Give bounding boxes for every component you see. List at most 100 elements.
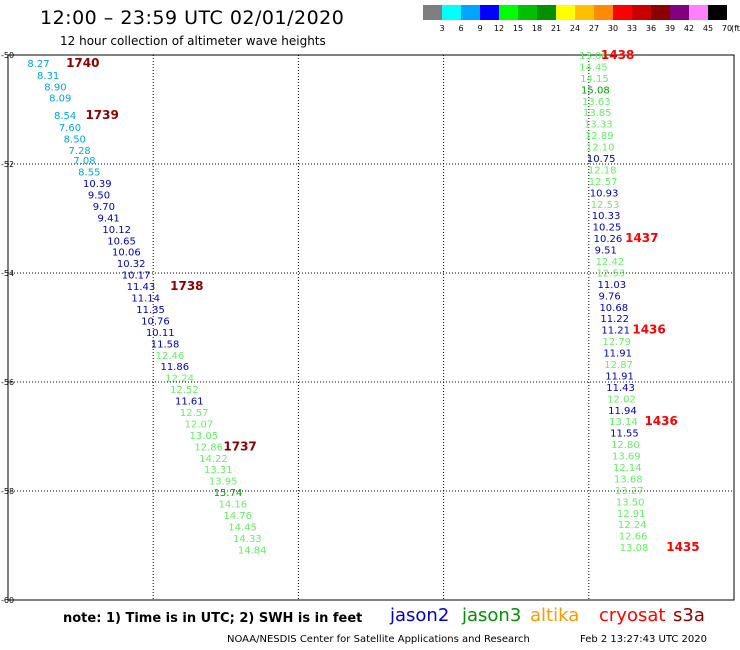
wave-height-value: 13.50 xyxy=(616,497,645,508)
color-scale-label: 3 xyxy=(439,24,445,33)
wave-height-value: 12.14 xyxy=(613,463,642,474)
wave-height-value: 9.50 xyxy=(88,191,110,202)
wave-height-value: 7.60 xyxy=(59,123,81,134)
wave-height-value: 10.26 xyxy=(594,234,623,245)
legend-altika: altika xyxy=(530,605,580,626)
wave-height-value: 12.24 xyxy=(165,374,194,385)
color-scale-swatch xyxy=(461,5,480,20)
pass-time-label: 1436 xyxy=(644,414,677,428)
color-scale-swatch xyxy=(575,5,594,20)
wave-height-value: 8.27 xyxy=(27,59,49,70)
wave-height-value: 13.69 xyxy=(612,452,641,463)
wave-height-value: 15.08 xyxy=(581,85,610,96)
wave-height-value: 11.91 xyxy=(605,371,634,382)
wave-height-value: 13.85 xyxy=(583,108,612,119)
wave-height-value: 10.93 xyxy=(590,188,619,199)
pass-time-label: 1738 xyxy=(170,279,203,293)
wave-height-value: 14.45 xyxy=(579,62,608,73)
wave-height-value: 7.28 xyxy=(69,146,91,157)
wave-height-value: 12.66 xyxy=(619,532,648,543)
y-tick-label: -56 xyxy=(1,378,14,387)
wave-height-value: 15.74 xyxy=(214,488,243,499)
wave-height-value: 12.91 xyxy=(617,509,646,520)
pass-time-label: 1436 xyxy=(632,323,665,337)
wave-height-value: 13.06 xyxy=(579,51,608,62)
wave-height-value: 14.22 xyxy=(199,454,228,465)
wave-height-value: 12.02 xyxy=(607,394,636,405)
wave-height-value: 13.14 xyxy=(609,417,638,428)
chart-subtitle: 12 hour collection of altimeter wave hei… xyxy=(60,34,326,48)
wave-height-value: 12.80 xyxy=(611,440,640,451)
color-scale-swatch xyxy=(670,5,689,20)
wave-height-value: 8.54 xyxy=(54,111,76,122)
wave-height-value: 9.70 xyxy=(93,202,115,213)
wave-height-value: 7.08 xyxy=(73,156,95,167)
credit-text: NOAA/NESDIS Center for Satellite Applica… xyxy=(227,634,530,645)
wave-height-value: 14.33 xyxy=(233,534,262,545)
y-tick-label: -54 xyxy=(1,269,14,278)
color-scale-swatch xyxy=(632,5,651,20)
color-scale-label: 24 xyxy=(569,24,581,33)
wave-height-value: 9.41 xyxy=(98,213,120,224)
color-scale-swatch xyxy=(651,5,670,20)
wave-height-value: 12.57 xyxy=(589,177,618,188)
color-scale-swatch xyxy=(594,5,613,20)
wave-height-value: 13.05 xyxy=(190,431,219,442)
wave-height-value: 10.25 xyxy=(593,223,622,234)
wave-height-value: 13.95 xyxy=(209,477,238,488)
footer-note: note: 1) Time is in UTC; 2) SWH is in fe… xyxy=(63,611,363,626)
wave-height-value: 13.33 xyxy=(584,120,613,131)
wave-height-value: 11.21 xyxy=(601,326,630,337)
wave-height-value: 13.27 xyxy=(615,486,644,497)
color-scale-swatch xyxy=(499,5,518,20)
wave-height-value: 8.31 xyxy=(37,71,59,82)
wave-height-value: 10.06 xyxy=(112,248,141,259)
color-scale-label: 6 xyxy=(458,24,464,33)
page-title: 12:00 – 23:59 UTC 02/01/2020 xyxy=(40,7,345,29)
wave-height-value: 10.68 xyxy=(599,303,628,314)
color-scale-label: 12 xyxy=(493,24,505,33)
legend-s3a: s3a xyxy=(673,605,705,626)
wave-height-value: 8.55 xyxy=(78,168,100,179)
pass-time-label: 1438 xyxy=(601,48,634,62)
y-tick-label: -52 xyxy=(1,160,14,169)
color-scale-swatch xyxy=(442,5,461,20)
wave-height-value: 12.07 xyxy=(185,419,214,430)
wave-height-value: 11.91 xyxy=(603,349,632,360)
wave-height-value: 14.15 xyxy=(580,74,609,85)
wave-height-value: 10.11 xyxy=(146,328,175,339)
wave-height-value: 11.58 xyxy=(151,339,180,350)
color-scale-label: 30 xyxy=(607,24,619,33)
wave-height-value: 8.50 xyxy=(64,134,86,145)
wave-height-value: 13.08 xyxy=(620,543,649,554)
color-scale-swatch xyxy=(613,5,632,20)
color-scale-label: 18 xyxy=(531,24,543,33)
legend-cryosat: cryosat xyxy=(599,605,666,626)
color-scale-label: 39 xyxy=(664,24,676,33)
wave-height-value: 10.32 xyxy=(117,259,146,270)
color-scale-swatch xyxy=(480,5,499,20)
wave-height-value: 12.46 xyxy=(156,351,185,362)
wave-height-value: 12.10 xyxy=(586,143,615,154)
wave-height-value: 14.84 xyxy=(238,545,267,556)
wave-height-value: 10.65 xyxy=(107,236,136,247)
color-scale-label: 70 xyxy=(721,24,733,33)
wave-height-value: 14.16 xyxy=(219,500,248,511)
wave-height-value: 11.94 xyxy=(608,406,637,417)
wave-height-value: 11.03 xyxy=(598,280,627,291)
color-scale-swatch xyxy=(423,5,442,20)
pass-time-label: 1437 xyxy=(625,231,658,245)
wave-height-value: 10.76 xyxy=(141,316,170,327)
wave-height-value: 8.90 xyxy=(44,83,66,94)
wave-height-value: 10.75 xyxy=(587,154,616,165)
wave-height-value: 14.76 xyxy=(223,511,252,522)
wave-height-value: 12.53 xyxy=(591,200,620,211)
wave-height-value: 14.45 xyxy=(228,522,257,533)
legend-jason2: jason2 xyxy=(390,605,450,626)
generated-timestamp: Feb 2 13:27:43 UTC 2020 xyxy=(580,634,707,645)
wave-height-value: 10.33 xyxy=(592,211,621,222)
color-scale-label: 9 xyxy=(477,24,483,33)
pass-time-label: 1737 xyxy=(223,439,256,453)
legend-jason3: jason3 xyxy=(462,605,522,626)
wave-height-value: 12.53 xyxy=(597,268,626,279)
